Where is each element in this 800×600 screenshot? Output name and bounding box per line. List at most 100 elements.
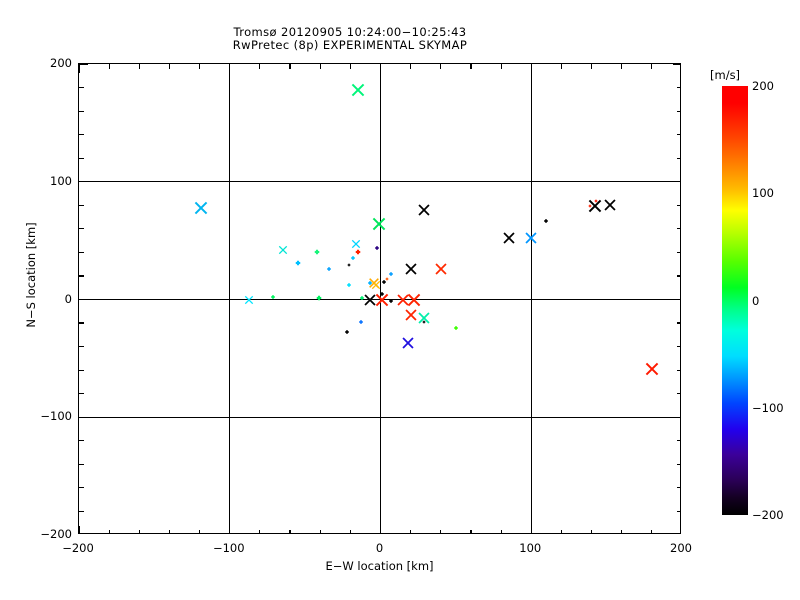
axis-tick-y <box>673 298 680 301</box>
data-point <box>349 237 363 251</box>
axis-tick-x <box>621 64 623 69</box>
scatter-canvas <box>79 64 680 533</box>
data-point <box>601 196 619 214</box>
data-point <box>365 278 375 288</box>
axis-tick-x <box>560 530 562 533</box>
axis-tick-x <box>108 530 110 533</box>
axis-tick-x <box>440 530 442 533</box>
data-point <box>592 197 600 205</box>
axis-tick-y <box>79 64 88 65</box>
data-point <box>402 306 420 324</box>
axis-tick-x <box>651 64 653 69</box>
axis-tick-y <box>79 510 84 513</box>
data-point <box>344 280 354 290</box>
y-tick-label: 0 <box>64 291 72 306</box>
axis-tick-y <box>79 298 88 301</box>
axis-tick-x <box>349 64 351 69</box>
axis-tick-y <box>673 64 680 65</box>
gridline-vertical <box>229 64 231 533</box>
axis-tick-x <box>379 64 382 73</box>
title-line-1: Tromsø 20120905 10:24:00−10:25:43 <box>233 25 467 39</box>
axis-tick-y <box>677 369 680 371</box>
axis-tick-y <box>79 416 88 418</box>
axis-tick-y <box>79 487 84 489</box>
data-point <box>402 260 420 278</box>
y-tick-label: −100 <box>40 409 72 424</box>
data-point <box>642 359 662 379</box>
axis-tick-x <box>349 530 351 533</box>
axis-tick-y <box>79 275 84 277</box>
gridline-horizontal <box>79 416 680 418</box>
axis-tick-x <box>590 64 593 69</box>
axis-tick-x <box>259 530 261 533</box>
data-point <box>324 264 334 274</box>
axis-tick-y <box>677 228 680 230</box>
axis-tick-x <box>410 64 412 69</box>
colorbar-tick-label: 100 <box>752 186 774 201</box>
axis-tick-y <box>677 463 680 465</box>
axis-tick-x <box>168 64 171 69</box>
axis-tick-y <box>79 369 84 371</box>
y-tick-label: 100 <box>50 173 72 188</box>
axis-tick-y <box>677 510 680 513</box>
axis-tick-y <box>677 110 680 112</box>
axis-tick-x <box>470 530 472 533</box>
data-point <box>386 269 396 279</box>
axis-tick-y <box>677 251 680 253</box>
axis-tick-y <box>79 440 84 442</box>
axis-tick-x <box>560 64 562 69</box>
colorbar-gradient <box>722 86 748 515</box>
axis-tick-y <box>79 251 84 253</box>
data-point <box>500 229 518 247</box>
y-axis-label: N−S location [km] <box>24 222 38 328</box>
data-point <box>191 198 211 218</box>
axis-tick-y <box>79 463 84 465</box>
data-point <box>541 216 551 226</box>
axis-tick-x <box>530 64 532 73</box>
axis-tick-y <box>677 275 680 277</box>
data-point <box>415 201 433 219</box>
colorbar-tick-label: −200 <box>752 508 784 522</box>
data-point <box>276 243 290 257</box>
data-point <box>342 327 352 337</box>
data-point <box>311 246 323 258</box>
axis-tick-y <box>677 440 680 442</box>
gridline-vertical <box>530 64 532 533</box>
axis-tick-x <box>379 526 382 533</box>
axis-tick-x <box>259 64 261 69</box>
title-line-2: RwPretec (8p) EXPERIMENTAL SKYMAP <box>232 38 468 52</box>
axis-tick-y <box>673 416 680 418</box>
gridline-horizontal <box>79 181 680 183</box>
axis-tick-y <box>79 393 84 395</box>
colorbar-tick-label: 200 <box>752 79 774 93</box>
x-tick-label: 100 <box>519 541 542 555</box>
axis-tick-y <box>79 204 84 206</box>
data-point <box>383 275 391 283</box>
axis-tick-x <box>651 530 653 533</box>
data-point <box>451 323 461 333</box>
axis-tick-x <box>319 64 321 69</box>
data-point <box>356 317 366 327</box>
axis-tick-x <box>79 526 80 533</box>
data-point <box>352 246 364 258</box>
axis-tick-x <box>199 64 201 69</box>
axis-tick-x <box>79 64 80 73</box>
axis-tick-x <box>138 530 140 533</box>
data-point <box>585 196 605 216</box>
data-point <box>399 334 417 352</box>
plot-area <box>78 63 681 534</box>
axis-tick-y <box>79 346 84 348</box>
axis-tick-y <box>677 487 680 489</box>
axis-tick-y <box>673 181 680 183</box>
axis-tick-x <box>590 530 593 533</box>
x-axis-label: E−W location [km] <box>325 559 434 573</box>
x-tick-label: −100 <box>212 541 245 555</box>
colorbar <box>722 86 748 515</box>
data-point <box>268 292 278 302</box>
axis-tick-x <box>168 530 171 533</box>
axis-tick-y <box>79 228 84 230</box>
data-point <box>292 257 304 269</box>
axis-tick-y <box>677 393 680 395</box>
axis-tick-y <box>79 181 88 183</box>
